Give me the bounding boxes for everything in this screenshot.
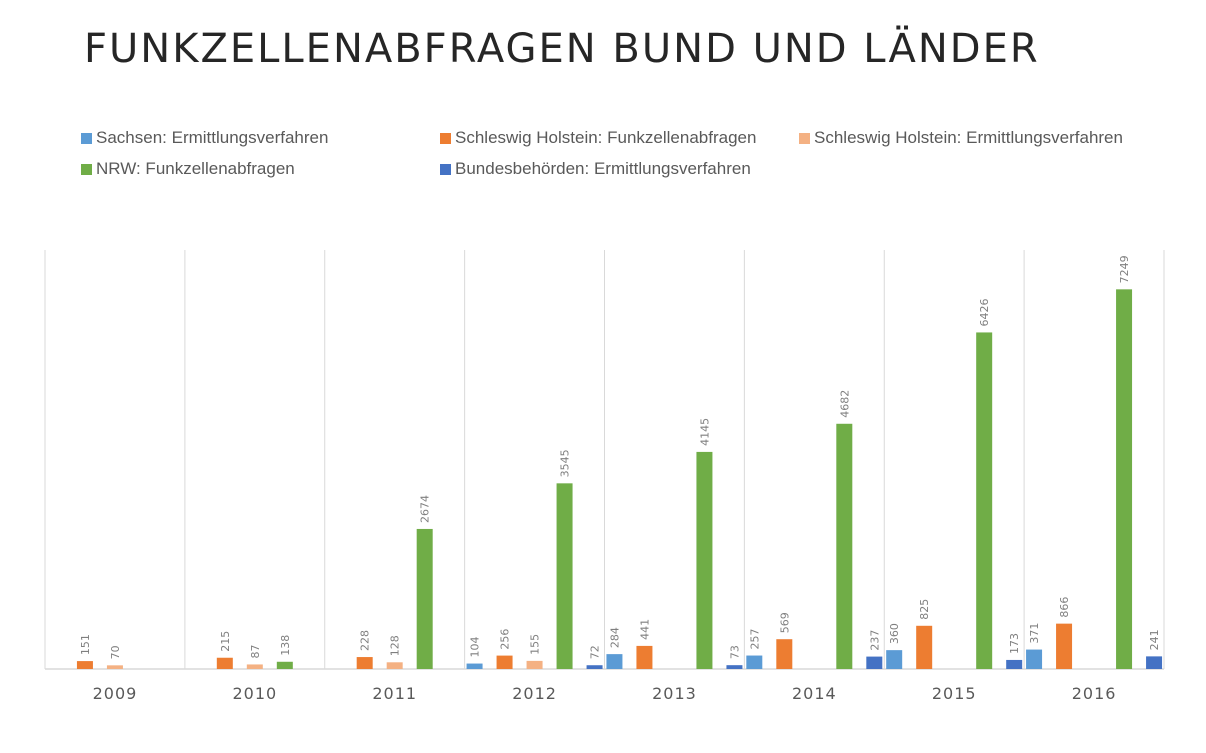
bar (586, 665, 603, 669)
bar (216, 657, 233, 669)
data-label: 284 (608, 627, 621, 648)
data-label: 4145 (698, 418, 711, 446)
bar (496, 655, 513, 669)
data-label: 866 (1058, 597, 1071, 618)
data-label: 2674 (419, 495, 432, 523)
data-label: 237 (868, 630, 881, 651)
x-tick-label: 2009 (93, 684, 138, 703)
legend-item[interactable]: NRW: Funkzellenabfragen (81, 159, 295, 179)
data-label: 104 (469, 637, 482, 658)
data-label: 825 (918, 599, 931, 620)
data-label: 151 (79, 634, 92, 655)
x-tick-label: 2014 (792, 684, 837, 703)
data-label: 441 (638, 619, 651, 640)
x-tick-label: 2012 (512, 684, 557, 703)
data-label: 173 (1008, 633, 1021, 654)
bar (606, 654, 623, 669)
legend-label: NRW: Funkzellenabfragen (96, 159, 295, 178)
legend-swatch (440, 163, 451, 175)
bar (1116, 289, 1133, 669)
legend-swatch (440, 132, 451, 144)
bar (696, 451, 713, 669)
x-tick-label: 2016 (1072, 684, 1117, 703)
bar (836, 423, 853, 669)
data-label: 256 (499, 629, 512, 650)
legend-swatch (81, 132, 92, 144)
x-tick-label: 2013 (652, 684, 697, 703)
legend-swatch (799, 132, 810, 144)
bar (776, 639, 793, 669)
data-label: 70 (109, 645, 122, 659)
data-label: 155 (529, 634, 542, 655)
bar (1026, 649, 1043, 669)
bar (976, 332, 993, 669)
data-label: 241 (1148, 629, 1161, 650)
legend-item[interactable]: Schleswig Holstein: Ermittlungsverfahren (799, 128, 1123, 148)
data-label: 228 (359, 630, 372, 651)
data-label: 128 (389, 635, 402, 656)
data-label: 360 (888, 623, 901, 644)
x-tick-label: 2011 (372, 684, 417, 703)
bar (556, 483, 573, 669)
data-label: 72 (589, 645, 602, 659)
bar (106, 665, 123, 669)
bar (246, 664, 263, 669)
data-label: 87 (249, 644, 262, 658)
bar (916, 625, 933, 669)
data-label: 4682 (838, 390, 851, 418)
data-label: 215 (219, 631, 232, 652)
x-tick-label: 2015 (932, 684, 977, 703)
data-label: 7249 (1118, 255, 1131, 283)
chart-title: FUNKZELLENABFRAGEN BUND UND LÄNDER (84, 26, 1040, 72)
legend-item[interactable]: Schleswig Holstein: Funkzellenabfragen (440, 128, 756, 148)
data-label: 3545 (559, 449, 572, 477)
bar (416, 528, 433, 669)
data-label: 371 (1028, 623, 1041, 644)
data-label: 257 (748, 629, 761, 650)
bar (1056, 623, 1073, 669)
bar (76, 661, 93, 669)
bar (276, 661, 293, 669)
bar (526, 660, 543, 669)
legend-item[interactable]: Sachsen: Ermittlungsverfahren (81, 128, 328, 148)
legend-label: Sachsen: Ermittlungsverfahren (96, 128, 329, 147)
bar (1146, 656, 1163, 669)
bar (866, 656, 883, 669)
bar (886, 650, 903, 669)
bar (356, 657, 373, 669)
legend-label: Bundesbehörden: Ermittlungsverfahren (455, 159, 751, 178)
bar (746, 655, 763, 669)
data-label: 6426 (978, 298, 991, 326)
x-tick-label: 2010 (232, 684, 277, 703)
legend-label: Schleswig Holstein: Ermittlungsverfahren (814, 128, 1123, 147)
bar (386, 662, 403, 669)
legend-item[interactable]: Bundesbehörden: Ermittlungsverfahren (440, 159, 751, 179)
bar (726, 665, 743, 669)
bar (1006, 659, 1023, 669)
bar (466, 663, 483, 669)
data-label: 73 (728, 645, 741, 659)
legend-swatch (81, 163, 92, 175)
data-label: 138 (279, 635, 292, 656)
data-label: 569 (778, 612, 791, 633)
legend-label: Schleswig Holstein: Funkzellenabfragen (455, 128, 757, 147)
bar (636, 645, 653, 669)
